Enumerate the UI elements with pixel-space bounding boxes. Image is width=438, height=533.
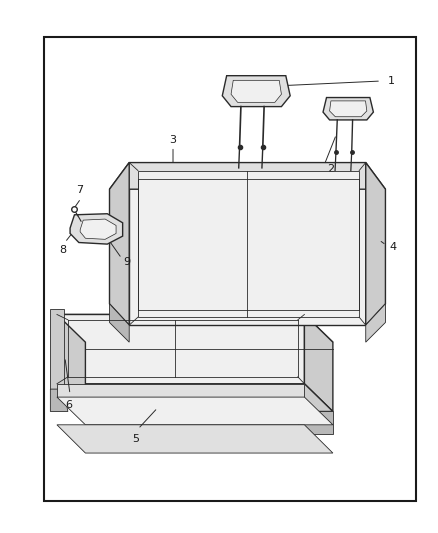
Text: 4: 4 (389, 243, 396, 252)
Bar (44, 37, 416, 501)
Polygon shape (110, 163, 385, 189)
Text: 3: 3 (170, 135, 177, 145)
Polygon shape (57, 314, 304, 384)
Polygon shape (57, 314, 333, 342)
Text: 8: 8 (59, 245, 66, 255)
Polygon shape (57, 384, 333, 411)
Polygon shape (110, 163, 129, 325)
Polygon shape (129, 163, 366, 325)
Polygon shape (298, 411, 333, 434)
Text: 7: 7 (76, 184, 83, 195)
Polygon shape (323, 98, 373, 120)
Polygon shape (70, 214, 123, 244)
Polygon shape (231, 80, 281, 102)
Polygon shape (366, 304, 385, 342)
Polygon shape (50, 309, 64, 389)
Text: 2: 2 (328, 165, 335, 174)
Polygon shape (222, 76, 290, 107)
Text: 9: 9 (124, 257, 131, 267)
Polygon shape (57, 425, 333, 453)
Text: 1: 1 (388, 76, 395, 86)
Polygon shape (57, 314, 85, 411)
Polygon shape (330, 101, 367, 117)
Polygon shape (304, 314, 333, 411)
Polygon shape (110, 304, 129, 342)
Polygon shape (57, 397, 333, 425)
Polygon shape (138, 171, 359, 317)
Text: 5: 5 (132, 434, 139, 445)
Polygon shape (366, 163, 385, 325)
Text: 4: 4 (224, 222, 231, 231)
Polygon shape (57, 384, 304, 397)
Polygon shape (80, 219, 116, 239)
Polygon shape (50, 389, 68, 411)
Text: 6: 6 (66, 400, 73, 410)
